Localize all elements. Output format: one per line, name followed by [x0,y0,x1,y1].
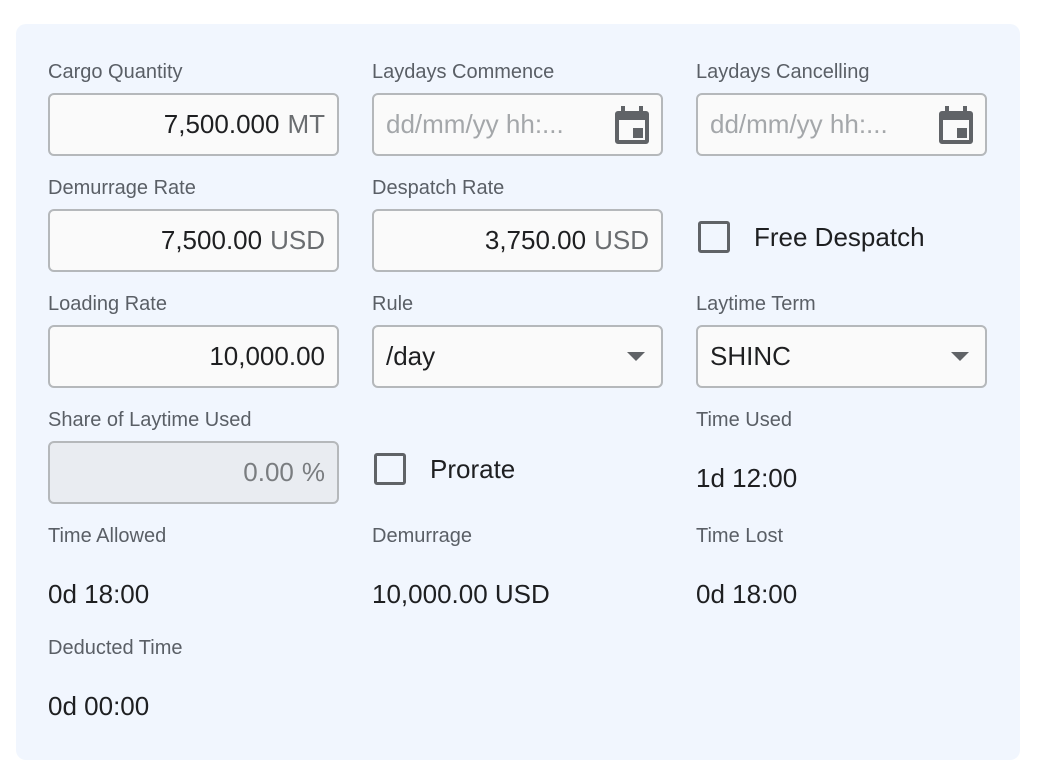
demurrage-rate-label: Demurrage Rate [48,177,196,199]
demurrage-value: 10,000.00 USD [372,579,550,609]
chevron-down-icon [951,352,969,361]
prorate-label: Prorate [430,453,516,484]
unit-label: % [301,457,325,487]
rule-value: /day [386,341,436,371]
unit-label: USD [594,225,649,255]
laytime-term-select[interactable]: SHINC [696,325,987,388]
deducted-time-value: 0d 00:00 [48,691,150,721]
share-of-laytime-value: 0.00 [243,457,294,487]
despatch-rate-input[interactable]: 3,750.00 USD [372,209,663,272]
despatch-rate-label: Despatch Rate [372,177,505,199]
time-lost-label: Time Lost [696,525,784,547]
checkbox-icon [698,221,730,253]
laydays-cancelling-input[interactable]: dd/mm/yy hh:... [696,93,987,156]
free-despatch-checkbox[interactable]: Free Despatch [698,221,925,253]
time-lost-value: 0d 18:00 [696,579,798,609]
time-allowed-value: 0d 18:00 [48,579,150,609]
free-despatch-label: Free Despatch [754,221,925,252]
time-used-value: 1d 12:00 [696,463,798,493]
placeholder: dd/mm/yy hh:... [386,109,564,139]
cargo-quantity-value: 7,500.000 [163,109,280,139]
loading-rate-value: 10,000.00 [209,341,325,371]
laydays-commence-input[interactable]: dd/mm/yy hh:... [372,93,663,156]
unit-label: USD [270,225,325,255]
laytime-term-label: Laytime Term [696,293,816,315]
demurrage-label: Demurrage [372,525,473,547]
cargo-quantity-label: Cargo Quantity [48,61,183,83]
time-allowed-label: Time Allowed [48,525,167,547]
deducted-time-label: Deducted Time [48,637,183,659]
loading-rate-label: Loading Rate [48,293,167,315]
laytime-term-value: SHINC [710,341,791,371]
share-of-laytime-label: Share of Laytime Used [48,409,252,431]
rule-select[interactable]: /day [372,325,663,388]
rule-label: Rule [372,293,414,315]
calendar-icon[interactable] [939,105,973,144]
demurrage-rate-value: 7,500.00 [160,225,263,255]
share-of-laytime-input: 0.00% [48,441,339,504]
laydays-commence-label: Laydays Commence [372,61,555,83]
checkbox-icon [374,453,406,485]
laydays-cancelling-label: Laydays Cancelling [696,61,870,83]
loading-rate-input[interactable]: 10,000.00 [48,325,339,388]
despatch-rate-value: 3,750.00 [484,225,587,255]
time-used-label: Time Used [696,409,792,431]
chevron-down-icon [627,352,645,361]
calendar-icon[interactable] [615,105,649,144]
placeholder: dd/mm/yy hh:... [710,109,888,139]
demurrage-rate-input[interactable]: 7,500.00 USD [48,209,339,272]
unit-label: MT [287,109,325,139]
prorate-checkbox[interactable]: Prorate [374,453,515,485]
cargo-quantity-input[interactable]: 7,500.000 MT [48,93,339,156]
